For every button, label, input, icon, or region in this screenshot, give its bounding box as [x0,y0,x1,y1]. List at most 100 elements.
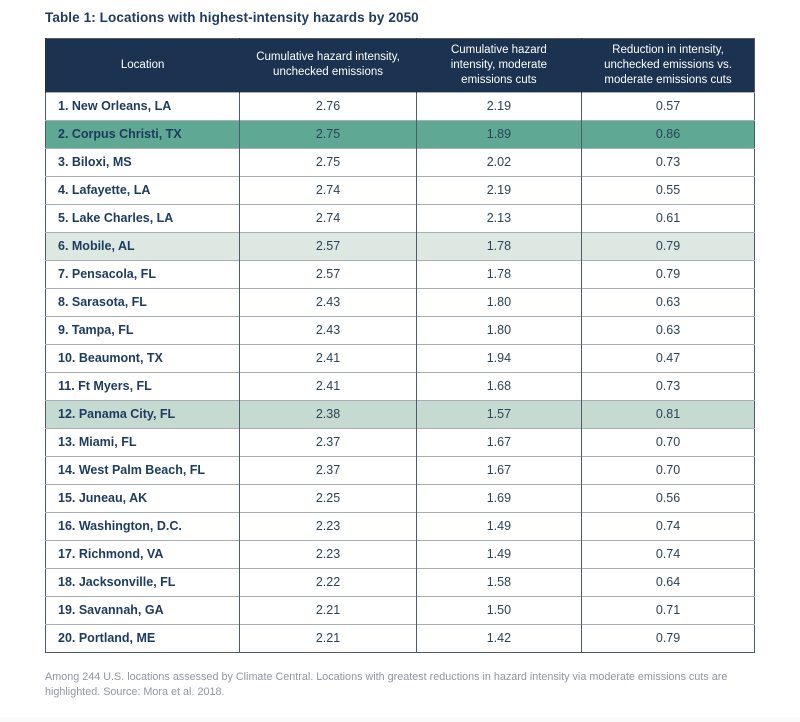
table-row: 15. Juneau, AK 2.25 1.69 0.56 [45,483,755,513]
value-cell: 0.70 [580,455,755,485]
table-row: 11. Ft Myers, FL 2.41 1.68 0.73 [45,371,755,401]
location-cell: 14. West Palm Beach, FL [45,455,240,485]
value-cell: 0.63 [580,315,755,345]
source-note: Among 244 U.S. locations assessed by Cli… [45,670,728,699]
value-cell: 0.56 [580,483,755,513]
value-cell: 0.73 [580,371,755,401]
value-cell: 2.57 [239,259,417,289]
value-cell: 0.70 [580,427,755,457]
column-header: Reduction in intensity, unchecked emissi… [580,38,755,93]
table-row: 2. Corpus Christi, TX 2.75 1.89 0.86 [45,119,755,149]
value-cell: 0.61 [580,203,755,233]
table-row: 12. Panama City, FL 2.38 1.57 0.81 [45,399,755,429]
value-cell: 1.94 [415,343,582,373]
table-row: 16. Washington, D.C. 2.23 1.49 0.74 [45,511,755,541]
table-row: 14. West Palm Beach, FL 2.37 1.67 0.70 [45,455,755,485]
value-cell: 0.63 [580,287,755,317]
location-cell: 7. Pensacola, FL [45,259,240,289]
table-row: 6. Mobile, AL 2.57 1.78 0.79 [45,231,755,261]
value-cell: 1.78 [415,231,582,261]
hazard-table: Location Cumulative hazard intensity, unc… [44,38,755,653]
value-cell: 1.58 [415,567,582,597]
value-cell: 2.38 [239,399,417,429]
value-cell: 0.64 [580,567,755,597]
value-cell: 1.42 [415,623,582,653]
value-cell: 2.41 [239,371,417,401]
table-row: 9. Tampa, FL 2.43 1.80 0.63 [45,315,755,345]
location-cell: 17. Richmond, VA [45,539,240,569]
value-cell: 0.81 [580,399,755,429]
value-cell: 1.69 [415,483,582,513]
location-cell: 11. Ft Myers, FL [45,371,240,401]
location-cell: 12. Panama City, FL [45,399,240,429]
value-cell: 2.19 [415,91,582,121]
table-body: 1. New Orleans, LA 2.76 2.19 0.57 2. Corpus … [45,91,755,653]
value-cell: 1.78 [415,259,582,289]
location-cell: 2. Corpus Christi, TX [45,119,240,149]
value-cell: 0.79 [580,231,755,261]
value-cell: 0.57 [580,91,755,121]
value-cell: 2.21 [239,623,417,653]
table-row: 4. Lafayette, LA 2.74 2.19 0.55 [45,175,755,205]
table-row: 3. Biloxi, MS 2.75 2.02 0.73 [45,147,755,177]
location-cell: 15. Juneau, AK [45,483,240,513]
location-cell: 20. Portland, ME [45,623,240,653]
value-cell: 2.22 [239,567,417,597]
location-cell: 8. Sarasota, FL [45,287,240,317]
location-cell: 19. Savannah, GA [45,595,240,625]
value-cell: 1.68 [415,371,582,401]
table-row: 13. Miami, FL 2.37 1.67 0.70 [45,427,755,457]
value-cell: 1.49 [415,511,582,541]
table-header: Location Cumulative hazard intensity, unc… [44,38,755,93]
location-cell: 13. Miami, FL [45,427,240,457]
location-cell: 18. Jacksonville, FL [45,567,240,597]
value-cell: 1.57 [415,399,582,429]
value-cell: 2.75 [239,119,417,149]
location-cell: 5. Lake Charles, LA [45,203,240,233]
value-cell: 0.71 [580,595,755,625]
value-cell: 1.89 [415,119,582,149]
value-cell: 2.43 [239,287,417,317]
column-header: Location [44,38,240,93]
value-cell: 0.79 [580,623,755,653]
table-row: 20. Portland, ME 2.21 1.42 0.79 [45,623,755,653]
value-cell: 1.80 [415,287,582,317]
table-row: 10. Beaumont, TX 2.41 1.94 0.47 [45,343,755,373]
column-header: Cumulative hazard intensity, unchecked e… [239,38,417,93]
value-cell: 0.79 [580,259,755,289]
value-cell: 2.23 [239,539,417,569]
value-cell: 2.21 [239,595,417,625]
value-cell: 0.73 [580,147,755,177]
value-cell: 2.57 [239,231,417,261]
value-cell: 0.86 [580,119,755,149]
location-cell: 4. Lafayette, LA [45,175,240,205]
location-cell: 3. Biloxi, MS [45,147,240,177]
table-row: 1. New Orleans, LA 2.76 2.19 0.57 [45,91,755,121]
table-row: 8. Sarasota, FL 2.43 1.80 0.63 [45,287,755,317]
location-cell: 6. Mobile, AL [45,231,240,261]
value-cell: 2.19 [415,175,582,205]
value-cell: 2.43 [239,315,417,345]
table-row: 7. Pensacola, FL 2.57 1.78 0.79 [45,259,755,289]
table-row: 19. Savannah, GA 2.21 1.50 0.71 [45,595,755,625]
value-cell: 2.37 [239,427,417,457]
value-cell: 2.41 [239,343,417,373]
value-cell: 1.49 [415,539,582,569]
value-cell: 2.13 [415,203,582,233]
column-header: Cumulative hazard intensity, moderate em… [415,38,582,93]
value-cell: 2.02 [415,147,582,177]
value-cell: 1.67 [415,455,582,485]
value-cell: 2.37 [239,455,417,485]
value-cell: 1.50 [415,595,582,625]
value-cell: 2.75 [239,147,417,177]
table-row: 5. Lake Charles, LA 2.74 2.13 0.61 [45,203,755,233]
location-cell: 10. Beaumont, TX [45,343,240,373]
value-cell: 2.25 [239,483,417,513]
value-cell: 1.67 [415,427,582,457]
table-row: 17. Richmond, VA 2.23 1.49 0.74 [45,539,755,569]
location-cell: 9. Tampa, FL [45,315,240,345]
location-cell: 16. Washington, D.C. [45,511,240,541]
header-row: Location Cumulative hazard intensity, unc… [44,38,755,93]
value-cell: 0.55 [580,175,755,205]
bottom-strip [0,717,800,722]
